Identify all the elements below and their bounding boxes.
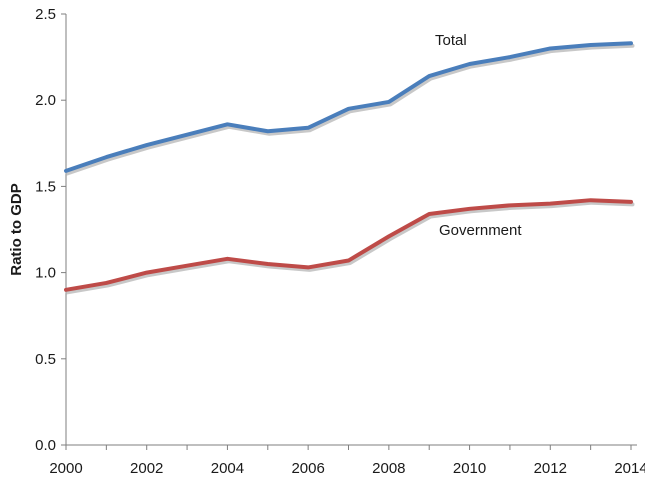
y-tick-label: 1.0	[35, 265, 56, 282]
series-label-government: Government	[439, 222, 522, 239]
y-tick-label: 2.0	[35, 92, 56, 109]
series-shadow-total	[65, 43, 635, 176]
x-tick-label: 2012	[534, 460, 567, 477]
x-tick-label: 2004	[211, 460, 244, 477]
x-tick-label: 2002	[130, 460, 163, 477]
y-axis-title: Ratio to GDP	[8, 183, 25, 276]
x-ticks: 2000 2002 2004 2006 2008 2010 2012 2014	[49, 445, 645, 477]
x-tick-label: 2010	[453, 460, 486, 477]
y-tick-label: 1.5	[35, 178, 56, 195]
y-tick-label: 0.5	[35, 351, 56, 368]
axes	[65, 14, 637, 446]
series-line-total	[64, 41, 633, 173]
y-ticks: 0.0 0.5 1.0 1.5 2.0 2.5	[35, 6, 66, 454]
series-label-total: Total	[435, 32, 467, 49]
x-tick-label: 2014	[614, 460, 645, 477]
series-layer	[64, 41, 635, 295]
x-tick-label: 2000	[49, 460, 82, 477]
x-tick-label: 2006	[291, 460, 324, 477]
y-tick-label: 2.5	[35, 6, 56, 23]
y-tick-label: 0.0	[35, 437, 56, 454]
series-shadow-government	[65, 200, 635, 295]
x-tick-label: 2008	[372, 460, 405, 477]
